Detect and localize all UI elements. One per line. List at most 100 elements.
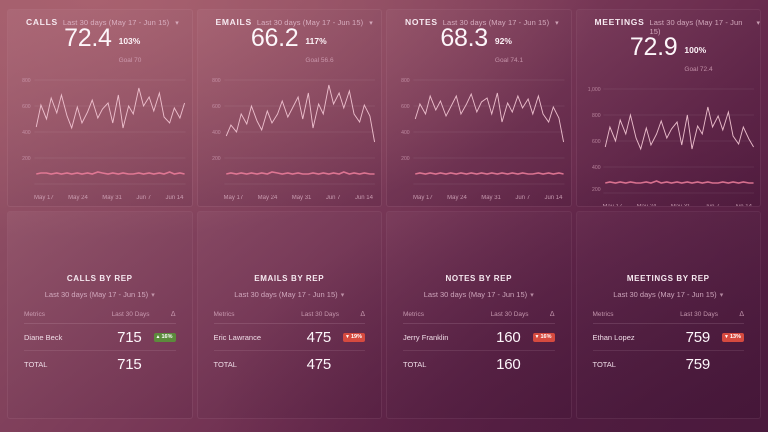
table-row-total: TOTAL 715 [24,351,176,377]
rep-table: Metrics Last 30 Days Δ Eric Lawrance 475… [213,311,365,377]
kpi-percent: 100% [684,45,707,55]
svg-text:600: 600 [401,104,410,110]
x-tick: Jun 7 [136,195,152,201]
arrow-down-icon: ▼ [345,333,350,340]
table-row[interactable]: Ethan Lopez 759 ▼13% [592,324,744,351]
rep-value: 715 [117,329,142,346]
table-row[interactable]: Diane Beck 715 ▲16% [24,324,176,351]
kpi-title: NOTES [405,17,438,27]
badge-value: 19% [350,333,362,340]
gridlines [34,79,186,185]
column-header-metrics: Metrics [213,311,235,318]
column-header-value: Last 30 Days [111,311,150,318]
panel-meetings-by-rep: MEETINGS BY REP Last 30 days (May 17 - J… [576,212,760,418]
x-tick: May 31 [671,204,691,206]
chevron-down-icon[interactable]: ▾ [151,292,155,299]
column-header-value: Last 30 Days [490,311,529,318]
date-range-selector[interactable]: Last 30 days (May 17 - Jun 15) ▾ [593,290,745,299]
svg-text:600: 600 [212,104,221,110]
table-row[interactable]: Jerry Franklin 160 ▼16% [403,324,555,351]
series-current-line [35,87,186,130]
table-title: MEETINGS BY REP [626,274,710,283]
date-range-selector[interactable]: Last 30 days (May 17 - Jun 15) [649,18,743,36]
kpi-value: 66.2 [250,24,299,52]
table-title: EMAILS BY REP [254,274,325,283]
chart-svg: 800 600 400 200 [401,78,565,185]
table-header-row: Metrics Last 30 Days Δ [213,311,365,324]
date-range-label: Last 30 days (May 17 - Jun 15) [234,290,338,299]
chevron-down-icon[interactable]: ▾ [555,20,559,27]
chevron-down-icon[interactable]: ▾ [175,20,179,27]
svg-text:1,000: 1,000 [587,87,600,93]
chevron-down-icon[interactable]: ▾ [369,20,373,27]
y-axis-ticks: 800 600 400 200 [212,78,221,162]
x-tick: May 31 [481,195,501,201]
chevron-down-icon[interactable]: ▾ [719,292,724,299]
total-value: 475 [306,356,332,373]
delta-cell: ▼13% [710,333,744,342]
table-header-row: Metrics Last 30 Days Δ [403,311,555,324]
table-header-row: Metrics Last 30 Days Δ [592,311,744,324]
rep-name: Eric Lawrance [213,333,262,342]
chevron-down-icon[interactable]: ▾ [756,20,760,27]
status-badge: ▼19% [343,333,365,342]
svg-text:400: 400 [22,130,31,136]
x-tick: Jun 7 [515,195,531,201]
date-range-selector[interactable]: Last 30 days (May 17 - Jun 15) ▾ [403,290,555,299]
rep-value: 160 [496,329,521,346]
svg-text:800: 800 [22,78,31,84]
column-header-metrics: Metrics [592,311,614,318]
series-previous-line [415,172,564,175]
date-range-selector[interactable]: Last 30 days (May 17 - Jun 15) [442,18,550,27]
chart-svg: 800 600 400 200 [22,78,186,185]
column-header-delta: Δ [739,311,744,318]
rep-table: Metrics Last 30 Days Δ Ethan Lopez 759 ▼… [592,311,745,377]
svg-text:400: 400 [212,130,221,136]
kpi-header-notes: NOTES Last 30 days (May 17 - Jun 15) ▾ [387,10,571,27]
svg-text:600: 600 [592,139,601,145]
table-title: NOTES BY REP [445,274,513,283]
kpi-header-meetings: MEETINGS Last 30 days (May 17 - Jun 15) … [577,10,761,36]
y-axis-ticks: 800 600 400 200 [401,78,410,162]
column-header-metrics: Metrics [403,311,424,318]
rep-table: Metrics Last 30 Days Δ Diane Beck 715 ▲1… [24,311,176,377]
table-row-total: TOTAL 759 [593,351,745,377]
kpi-value: 72.9 [629,33,678,61]
date-range-selector[interactable]: Last 30 days (May 17 - Jun 15) ▾ [24,290,176,299]
svg-text:400: 400 [401,130,410,136]
panel-notes: NOTES Last 30 days (May 17 - Jun 15) ▾ 6… [387,10,571,206]
x-axis-emails: May 17 May 24 May 31 Jun 7 Jun 14 [198,194,382,201]
kpi-value-block: 72.4 103% Goal 70 [8,26,192,67]
kpi-goal: Goal 72.4 [684,66,713,73]
column-header-delta: Δ [549,311,555,318]
total-label: TOTAL [213,360,237,369]
delta-cell: ▲16% [142,333,176,342]
kpi-percent: 117% [305,36,327,46]
kpi-value: 72.4 [64,24,112,52]
kpi-value: 68.3 [440,24,488,52]
kpi-goal-block: 117% Goal 56.6 [305,26,333,67]
rep-name: Jerry Franklin [403,333,449,342]
table-row[interactable]: Eric Lawrance 475 ▼19% [213,324,365,351]
status-badge: ▼13% [722,333,744,342]
chevron-down-icon[interactable]: ▾ [340,292,345,299]
x-axis-calls: May 17 May 24 May 31 Jun 7 Jun 14 [8,194,192,201]
date-range-label: Last 30 days (May 17 - Jun 15) [423,290,528,299]
rep-value: 759 [685,329,711,346]
column-header-value: Last 30 Days [301,311,339,318]
date-range-selector[interactable]: Last 30 days (May 17 - Jun 15) [256,18,364,27]
chevron-down-icon[interactable]: ▾ [530,292,534,299]
panel-meetings: MEETINGS Last 30 days (May 17 - Jun 15) … [576,10,761,206]
total-value: 759 [685,356,711,373]
x-tick: May 24 [257,195,278,201]
total-label: TOTAL [592,360,616,369]
gridlines [223,79,375,185]
rep-table: Metrics Last 30 Days Δ Jerry Franklin 16… [403,311,555,377]
x-axis-meetings: May 17 May 24 May 31 Jun 7 Jun 14 [577,203,761,206]
kpi-percent: 103% [118,36,141,46]
date-range-selector[interactable]: Last 30 days (May 17 - Jun 15) [62,18,170,27]
date-range-selector[interactable]: Last 30 days (May 17 - Jun 15) ▾ [214,290,366,299]
kpi-goal-block: 103% Goal 70 [119,26,142,67]
table-header-row: Metrics Last 30 Days Δ [24,311,176,324]
x-tick: May 24 [68,195,88,201]
